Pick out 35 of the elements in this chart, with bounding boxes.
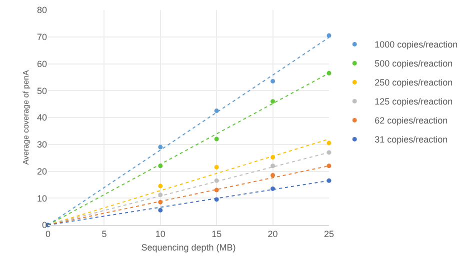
point: [270, 99, 276, 104]
legend-label: 500 copies/reaction: [374, 58, 453, 69]
legend-label: 62 copies/reaction: [374, 116, 448, 126]
point: [326, 140, 332, 146]
x-tick-label: 15: [212, 228, 222, 239]
point: [326, 164, 332, 168]
point: [270, 186, 276, 191]
point: [270, 164, 276, 168]
point: [270, 78, 276, 84]
y-tick-label: 60: [36, 58, 47, 69]
y-axis-title: Average coverage of penA: [22, 70, 31, 165]
point: [214, 136, 219, 142]
legend-label: 250 copies/reaction: [374, 78, 453, 88]
x-axis-title: Sequencing depth (MB): [141, 242, 236, 253]
x-tick-label: 5: [102, 228, 107, 239]
point: [270, 173, 276, 178]
x-tick-label: 25: [324, 228, 334, 239]
point: [158, 208, 163, 212]
point: [214, 164, 219, 170]
legend-label: 31 copies/reaction: [374, 134, 448, 145]
x-tick-label: 20: [268, 228, 278, 239]
legend-label: 125 copies/reaction: [374, 96, 453, 107]
y-tick-label: 0: [42, 220, 47, 230]
y-tick-label: 30: [36, 140, 47, 150]
y-tick-label: 80: [36, 5, 47, 16]
point: [158, 184, 163, 188]
point: [158, 144, 163, 150]
y-tick-label: 40: [36, 112, 47, 123]
legend-label: 1000 copies/reaction: [374, 40, 458, 50]
y-tick-label: 10: [36, 193, 47, 204]
y-tick-label: 50: [36, 86, 47, 96]
point: [326, 33, 332, 38]
y-tick-label: 70: [36, 32, 47, 42]
y-tick-label: 20: [36, 166, 47, 176]
x-tick-label: 10: [155, 228, 166, 239]
